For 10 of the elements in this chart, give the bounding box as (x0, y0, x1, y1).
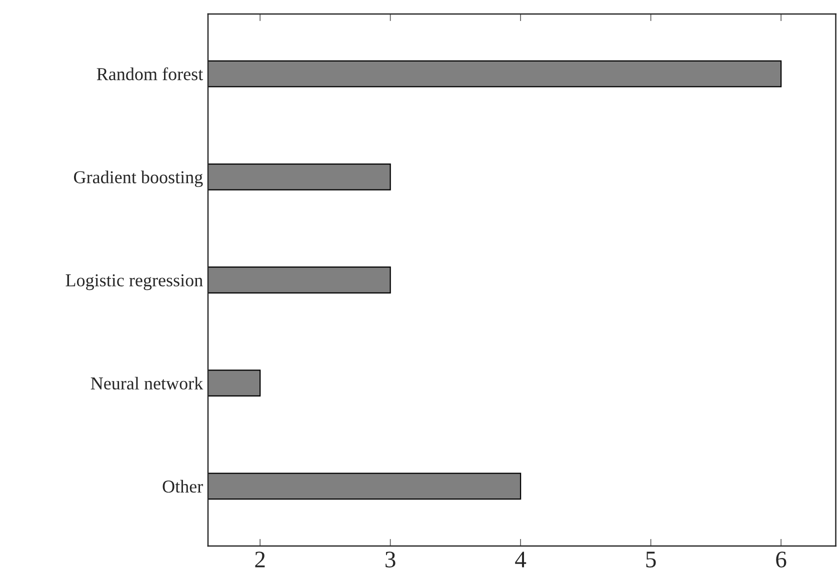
y-tick-label: Gradient boosting (74, 170, 203, 188)
x-tick-label: 5 (646, 552, 656, 568)
x-tick-label: 3 (386, 552, 396, 568)
x-tick-label: 4 (515, 552, 526, 568)
x-tick-label: 2 (255, 552, 265, 568)
y-tick-label: Random forest (96, 67, 204, 80)
y-tick-label: Neural network (90, 376, 204, 390)
x-tick-label: 6 (776, 552, 786, 568)
y-tick-label: Logistic regression (66, 274, 203, 290)
y-tick-label: Other (162, 480, 203, 493)
